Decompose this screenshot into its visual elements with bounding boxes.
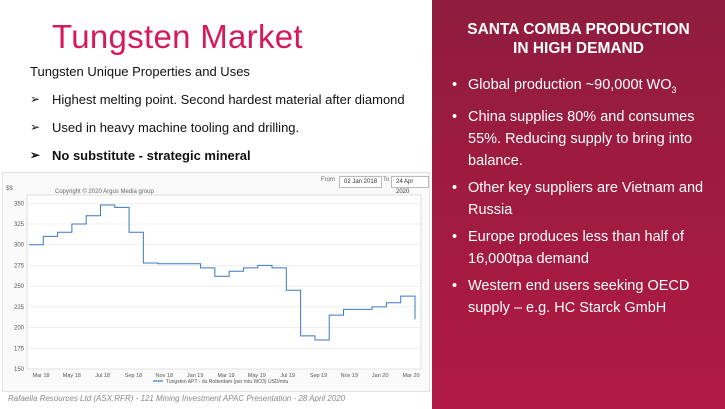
- panel-heading: SANTA COMBA PRODUCTION IN HIGH DEMAND: [467, 21, 690, 57]
- page-title: Tungsten Market: [52, 18, 303, 55]
- x-tick-label: Jul 19: [280, 373, 295, 379]
- arrow-icon: ➢: [30, 92, 41, 106]
- x-tick-label: Nov 19: [341, 373, 358, 379]
- subtitle: Tungsten Unique Properties and Uses: [30, 64, 250, 79]
- x-tick-label: Mar 18: [32, 373, 49, 379]
- list-item: ➢ Highest melting point. Second hardest m…: [30, 92, 405, 107]
- copyright-text: Copyright © 2020 Argus Media group: [55, 188, 154, 195]
- date-to-field[interactable]: 24 Apr 2020: [391, 176, 429, 195]
- list-item: • Europe produces less than half of 16,00…: [452, 226, 717, 270]
- y-tick-label: 275: [14, 263, 25, 269]
- bullet-icon: •: [452, 77, 458, 93]
- date-to-label: To: [383, 177, 390, 183]
- list-item: • China supplies 80% and consumes 55%. Re…: [452, 106, 717, 172]
- unit-label: $$: [6, 186, 13, 192]
- right-panel: SANTA COMBA PRODUCTION IN HIGH DEMAND • G…: [432, 0, 725, 409]
- y-tick-label: 150: [14, 367, 25, 373]
- x-tick-label: Sep 19: [310, 373, 327, 379]
- price-line: [29, 204, 416, 341]
- x-tick-label: Jan 20: [372, 373, 389, 379]
- x-tick-label: May 18: [63, 373, 81, 379]
- arrow-icon: ➢: [30, 120, 41, 134]
- x-tick-label: Mar 20: [402, 373, 419, 379]
- bullet-icon: •: [452, 228, 458, 245]
- price-chart: From 02 Jan 2018 To 24 Apr 2020 $$ Copyri…: [2, 172, 430, 392]
- x-tick-label: Sep 18: [125, 373, 142, 379]
- date-from-field[interactable]: 02 Jan 2018: [339, 176, 383, 188]
- x-tick-label: Jul 18: [95, 373, 110, 379]
- list-item: ➢ Used in heavy machine tooling and drill…: [30, 120, 300, 135]
- list-item: • Other key suppliers are Vietnam and Rus…: [452, 177, 717, 221]
- y-tick-label: 350: [14, 201, 25, 207]
- bullet-icon: •: [452, 108, 458, 125]
- list-item: • Global production ~90,000t WO3: [452, 74, 717, 101]
- x-tick-label: May 19: [248, 373, 266, 379]
- footer: Rafaella Resources Ltd (ASX:RFR) - 121 M…: [8, 394, 346, 403]
- left-panel: Tungsten Market Tungsten Unique Properti…: [2, 18, 430, 403]
- x-tick-label: Nov 18: [156, 373, 173, 379]
- date-from-label: From: [321, 177, 335, 183]
- y-tick-label: 200: [14, 326, 25, 332]
- chart-svg: $$ Copyright © 2020 Argus Media group 350 3…: [6, 186, 422, 385]
- properties-list: ➢ Highest melting point. Second hardest m…: [30, 92, 405, 176]
- x-tick-label: Mar 19: [217, 373, 234, 379]
- y-tick-label: 325: [14, 222, 25, 228]
- list-item: • Western end users seeking OECD supply –…: [452, 275, 717, 319]
- legend-label: Tungsten APT ‑ du Rotterdam (per mtu WO3…: [166, 379, 288, 385]
- bullet-icon: •: [452, 277, 458, 294]
- y-tick-label: 300: [14, 243, 25, 249]
- list-item: ➢ No substitute - strategic mineral: [30, 148, 251, 163]
- y-tick-label: 175: [14, 346, 25, 352]
- demand-list: • Global production ~90,000t WO3 • China s…: [452, 74, 717, 324]
- y-tick-label: 225: [14, 305, 25, 311]
- x-tick-label: Jan 19: [187, 373, 204, 379]
- y-tick-label: 250: [14, 284, 25, 290]
- arrow-icon: ➢: [30, 148, 41, 162]
- bullet-icon: •: [452, 179, 458, 196]
